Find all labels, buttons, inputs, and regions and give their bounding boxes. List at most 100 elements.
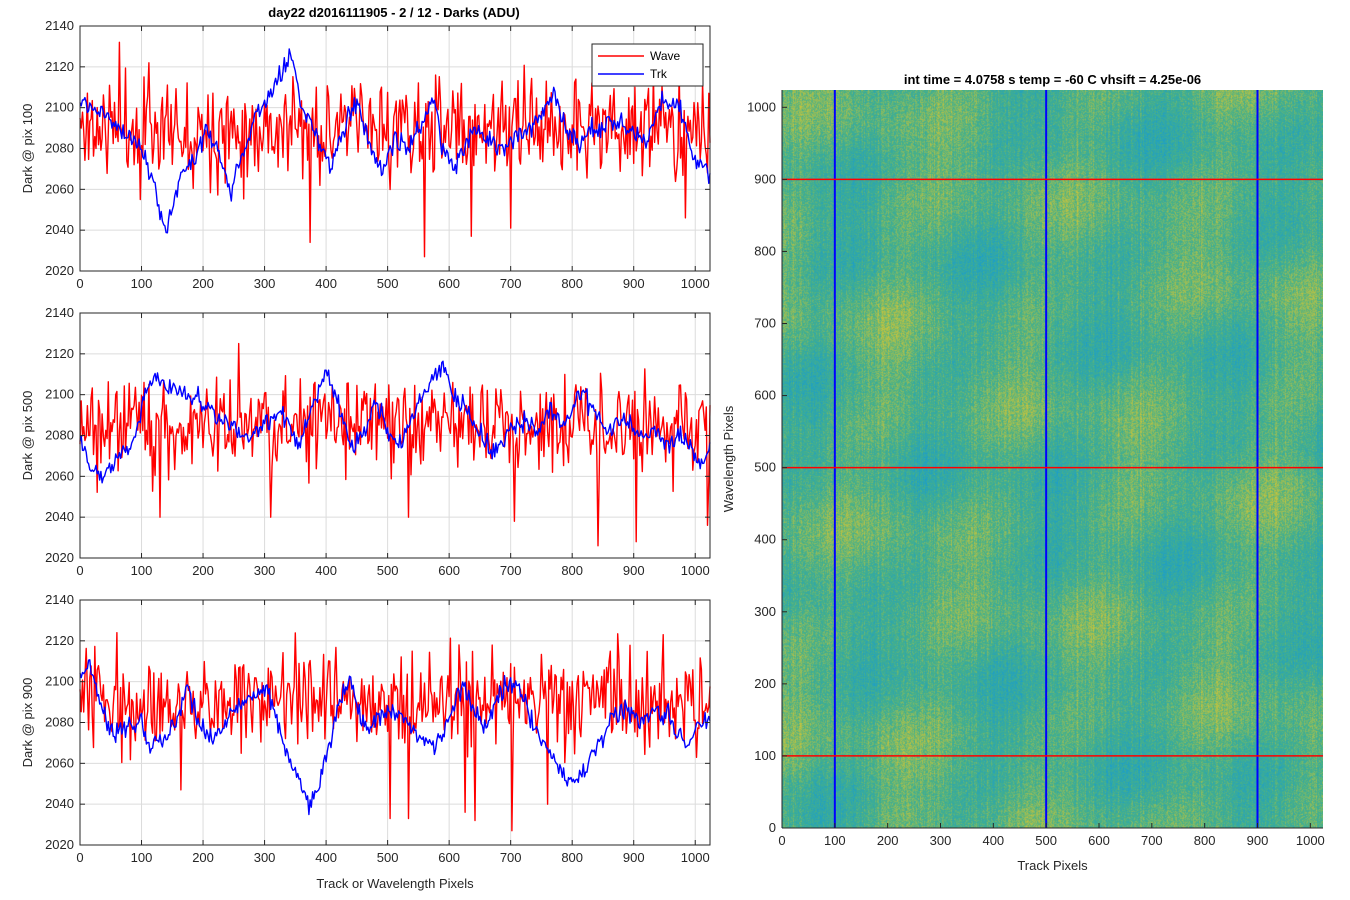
x-tick-label: 600 xyxy=(438,276,460,291)
x-tick-label: 100 xyxy=(824,833,846,848)
x-tick-label: 600 xyxy=(1088,833,1110,848)
x-tick-label: 300 xyxy=(254,276,276,291)
x-tick-label: 500 xyxy=(1035,833,1057,848)
y-tick-label: 2080 xyxy=(45,715,74,730)
y-tick-label: 2120 xyxy=(45,633,74,648)
y-axis-label: Dark @ pix 500 xyxy=(20,391,35,481)
x-tick-label: 800 xyxy=(1194,833,1216,848)
legend-label-trk: Trk xyxy=(650,67,668,81)
x-tick-label: 1000 xyxy=(1296,833,1325,848)
y-tick-label: 900 xyxy=(754,171,776,186)
y-tick-label: 2040 xyxy=(45,509,74,524)
x-tick-label: 0 xyxy=(778,833,785,848)
y-tick-label: 2060 xyxy=(45,755,74,770)
y-tick-label: 1000 xyxy=(747,99,776,114)
y-tick-label: 100 xyxy=(754,748,776,763)
y-tick-label: 2120 xyxy=(45,346,74,361)
x-axis-label: Track or Wavelength Pixels xyxy=(316,876,474,891)
x-tick-label: 0 xyxy=(76,850,83,865)
figure-title: day22 d2016111905 - 2 / 12 - Darks (ADU) xyxy=(268,5,519,20)
y-tick-label: 2140 xyxy=(45,592,74,607)
legend: Wave Trk xyxy=(591,43,704,87)
x-tick-label: 100 xyxy=(131,276,153,291)
heatmap-title: int time = 4.0758 s temp = -60 C vhsift … xyxy=(904,72,1201,87)
x-tick-label: 800 xyxy=(561,563,583,578)
y-tick-label: 2040 xyxy=(45,796,74,811)
x-tick-label: 700 xyxy=(500,850,522,865)
line-panel-1: 0 100 200 300 400 500 600 700 800 900 1000 2020 2040… xyxy=(20,18,711,291)
y-tick-label: 600 xyxy=(754,388,776,403)
y-tick-label: 500 xyxy=(754,460,776,475)
line-panel-3: 0 100 200 300 400 500 600 700 800 900 1000 2020 2040… xyxy=(20,592,711,891)
x-tick-label: 200 xyxy=(877,833,899,848)
x-tick-label: 900 xyxy=(1247,833,1269,848)
y-tick-label: 400 xyxy=(754,532,776,547)
x-tick-label: 400 xyxy=(315,850,337,865)
series-line-wave xyxy=(79,41,711,258)
series-line-wave xyxy=(79,632,711,832)
x-tick-label: 900 xyxy=(623,563,645,578)
y-tick-label: 2120 xyxy=(45,59,74,74)
y-tick-label: 2060 xyxy=(45,181,74,196)
legend-box xyxy=(591,43,704,87)
y-tick-label: 2080 xyxy=(45,141,74,156)
y-tick-label: 2020 xyxy=(45,263,74,278)
heatmap-x-axis-label: Track Pixels xyxy=(1017,858,1088,873)
series-line-trk xyxy=(79,360,711,484)
x-tick-label: 600 xyxy=(438,850,460,865)
x-tick-label: 400 xyxy=(982,833,1004,848)
y-tick-label: 2020 xyxy=(45,550,74,565)
x-tick-label: 500 xyxy=(377,276,399,291)
x-tick-label: 200 xyxy=(192,563,214,578)
x-tick-label: 900 xyxy=(623,276,645,291)
y-axis-label: Dark @ pix 100 xyxy=(20,104,35,194)
y-tick-label: 2140 xyxy=(45,18,74,33)
x-tick-label: 300 xyxy=(254,563,276,578)
x-tick-label: 200 xyxy=(192,276,214,291)
line-panel-2: 0 100 200 300 400 500 600 700 800 900 1000 2020 2040… xyxy=(20,305,711,578)
series-line-wave xyxy=(79,342,711,547)
x-tick-label: 600 xyxy=(438,563,460,578)
x-tick-label: 700 xyxy=(500,563,522,578)
x-tick-label: 800 xyxy=(561,850,583,865)
heatmap-image xyxy=(782,90,1323,828)
x-tick-label: 800 xyxy=(561,276,583,291)
x-tick-label: 0 xyxy=(76,563,83,578)
x-tick-label: 500 xyxy=(377,563,399,578)
y-axis-label: Dark @ pix 900 xyxy=(20,678,35,768)
legend-label-wave: Wave xyxy=(650,49,681,63)
y-tick-label: 200 xyxy=(754,676,776,691)
x-tick-label: 400 xyxy=(315,563,337,578)
x-tick-label: 300 xyxy=(930,833,952,848)
x-tick-label: 0 xyxy=(76,276,83,291)
series-line-trk xyxy=(79,659,711,816)
heatmap-canvas xyxy=(782,90,1323,828)
x-tick-label: 1000 xyxy=(681,563,710,578)
heatmap-y-axis-label: Wavelength Pixels xyxy=(721,405,736,512)
y-tick-label: 2140 xyxy=(45,305,74,320)
x-tick-label: 700 xyxy=(500,276,522,291)
y-tick-label: 2060 xyxy=(45,468,74,483)
y-tick-label: 0 xyxy=(769,820,776,835)
x-tick-label: 500 xyxy=(377,850,399,865)
x-tick-label: 100 xyxy=(131,850,153,865)
y-tick-label: 800 xyxy=(754,243,776,258)
y-tick-label: 300 xyxy=(754,604,776,619)
x-tick-label: 1000 xyxy=(681,276,710,291)
y-tick-label: 2020 xyxy=(45,837,74,852)
y-tick-label: 2100 xyxy=(45,674,74,689)
y-tick-label: 2080 xyxy=(45,428,74,443)
y-tick-label: 2100 xyxy=(45,387,74,402)
y-tick-label: 2100 xyxy=(45,100,74,115)
y-tick-label: 2040 xyxy=(45,222,74,237)
x-tick-label: 300 xyxy=(254,850,276,865)
x-tick-label: 1000 xyxy=(681,850,710,865)
x-tick-label: 200 xyxy=(192,850,214,865)
y-tick-label: 700 xyxy=(754,316,776,331)
x-tick-label: 900 xyxy=(623,850,645,865)
heatmap-panel: int time = 4.0758 s temp = -60 C vhsift … xyxy=(721,72,1325,873)
x-tick-label: 100 xyxy=(131,563,153,578)
x-tick-label: 700 xyxy=(1141,833,1163,848)
series-line-trk xyxy=(79,48,711,234)
